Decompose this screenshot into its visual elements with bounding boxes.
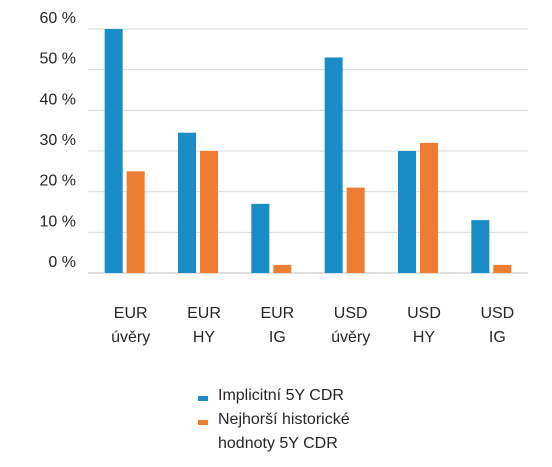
y-tick-label: 40 % xyxy=(40,91,76,108)
y-tick-label: 20 % xyxy=(40,173,76,190)
bar-implied xyxy=(251,203,270,273)
x-category-label: USD xyxy=(480,305,514,322)
x-axis-categories: EUR úvěry EUR HY EUR IG USD úvěry USD HY USD IG xyxy=(111,305,514,346)
x-category-label: USD xyxy=(334,305,368,322)
x-category-label: EUR xyxy=(260,305,294,322)
legend-label-historical-line1: Nejhorší historické xyxy=(218,411,350,428)
y-tick-label: 0 % xyxy=(48,254,76,271)
y-tick-label: 60 % xyxy=(40,10,76,27)
y-tick-label: 10 % xyxy=(40,213,76,230)
bar-historical xyxy=(273,264,292,273)
y-tick-label: 50 % xyxy=(40,51,76,68)
legend-swatch-orange xyxy=(198,420,208,425)
bar-chart: 0 % 10 % 20 % 30 % 40 % 50 % 60 % EUR úvěry EUR H… xyxy=(40,10,528,346)
bar-historical xyxy=(346,187,365,273)
gridlines xyxy=(88,28,528,274)
bar-historical xyxy=(420,142,438,273)
legend-label-historical-line2: hodnoty 5Y CDR xyxy=(218,435,338,452)
x-category-label: USD xyxy=(407,305,441,322)
x-category-label: HY xyxy=(413,329,436,346)
x-category-label: IG xyxy=(489,329,506,346)
bar-historical xyxy=(200,151,218,273)
x-category-label: IG xyxy=(269,329,286,346)
y-axis-ticks: 0 % 10 % 20 % 30 % 40 % 50 % 60 % xyxy=(40,10,76,271)
bar-historical xyxy=(126,171,145,273)
bar-implied xyxy=(471,220,490,273)
bars xyxy=(104,29,512,273)
bar-implied xyxy=(324,57,343,273)
legend-swatch-blue xyxy=(198,396,208,401)
bar-historical xyxy=(493,264,512,273)
x-category-label: HY xyxy=(193,329,216,346)
bar-implied xyxy=(178,132,196,273)
x-category-label: EUR xyxy=(187,305,221,322)
y-tick-label: 30 % xyxy=(40,132,76,149)
x-category-label: úvěry xyxy=(331,329,370,346)
bar-implied xyxy=(104,29,123,273)
x-category-label: EUR xyxy=(114,305,148,322)
legend-label-implied: Implicitní 5Y CDR xyxy=(218,387,344,404)
x-category-label: úvěry xyxy=(111,329,150,346)
bar-implied xyxy=(398,151,416,273)
